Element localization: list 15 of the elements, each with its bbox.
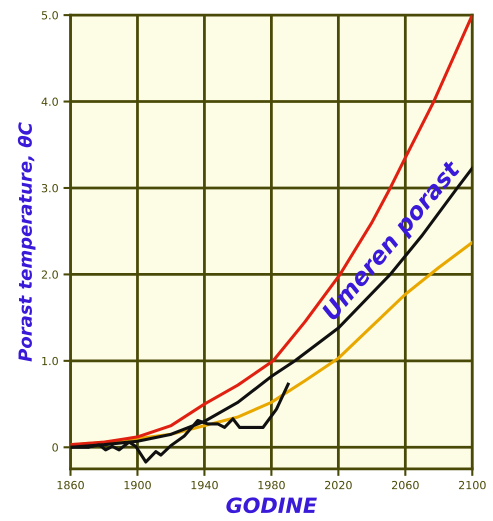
- x-tick-label: 2060: [392, 480, 419, 490]
- x-tick-label: 2020: [325, 480, 352, 490]
- x-tick-label: 1980: [258, 480, 285, 490]
- y-tick-label: 3.0: [42, 184, 58, 192]
- y-tick-label: 1.0: [42, 356, 58, 366]
- y-tick-label: 0: [52, 443, 58, 452]
- x-tick-label: 1860: [58, 480, 84, 490]
- y-tick-label: 2.0: [42, 270, 58, 279]
- y-tick-label: 5.0: [42, 11, 58, 20]
- y-axis-title: Porast temperature, θC: [18, 122, 36, 362]
- y-tick-label: 4.0: [42, 98, 58, 106]
- x-tick-label: 1940: [192, 480, 218, 490]
- x-tick-label: 2100: [458, 480, 486, 490]
- x-tick-label: 1900: [124, 480, 151, 490]
- x-axis-title: GODINE: [226, 497, 317, 514]
